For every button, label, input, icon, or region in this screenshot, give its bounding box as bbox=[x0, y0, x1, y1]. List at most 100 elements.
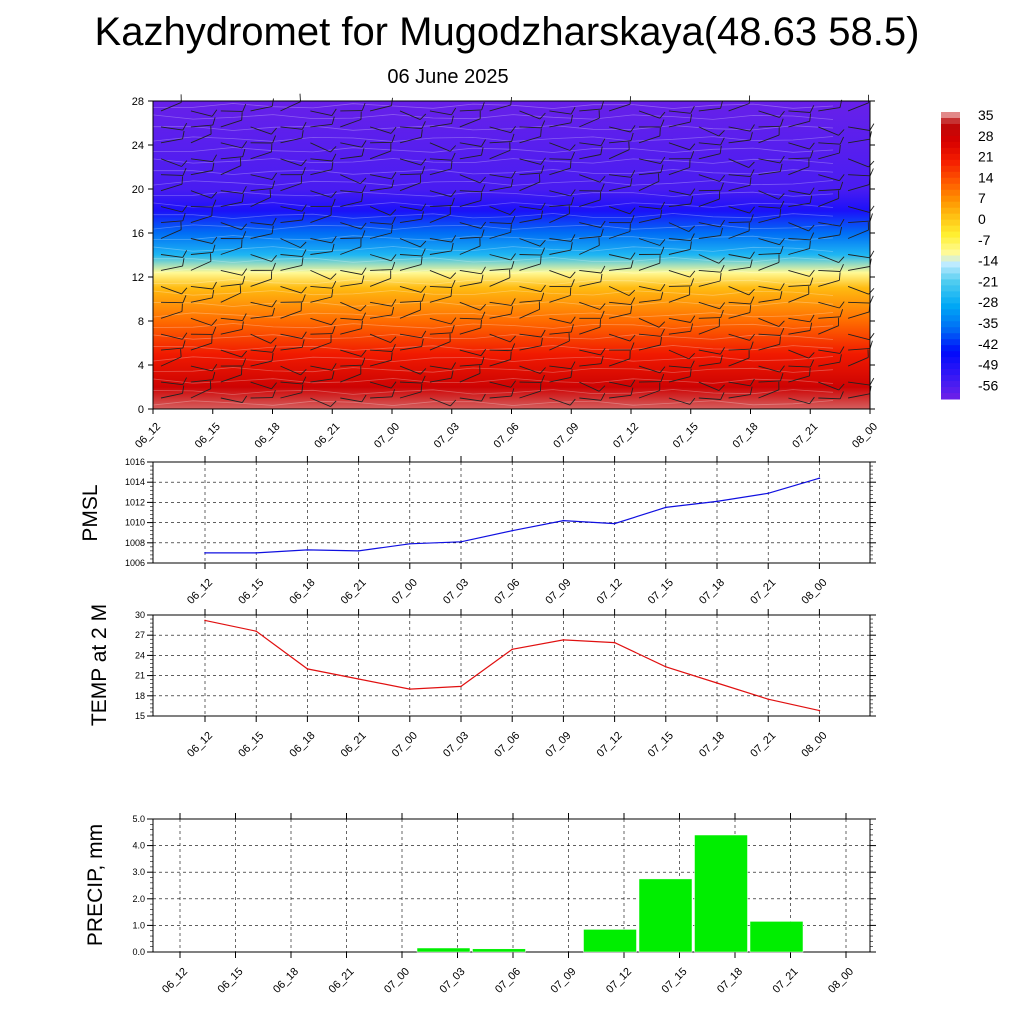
wind-barb-feather bbox=[689, 368, 692, 377]
wind-barb-feather bbox=[809, 240, 811, 249]
wind-barb-feather bbox=[808, 224, 815, 232]
x-tick-label: 07_09 bbox=[549, 966, 579, 996]
wind-barb bbox=[847, 311, 870, 319]
wind-barb-feather bbox=[420, 383, 423, 392]
wind-barb bbox=[519, 181, 540, 192]
wind-barb bbox=[818, 197, 839, 208]
wind-barb bbox=[728, 174, 751, 178]
wind-barb-feather bbox=[481, 229, 485, 238]
wind-barb bbox=[340, 237, 363, 239]
wind-barb-feather bbox=[720, 137, 725, 146]
wind-barb-feather bbox=[301, 257, 304, 266]
wind-barb-feather bbox=[839, 226, 843, 235]
wind-barb-feather bbox=[481, 311, 486, 320]
precip-bar bbox=[416, 947, 471, 953]
wind-barb-feather bbox=[181, 160, 188, 167]
x-tick-label: 06_21 bbox=[312, 421, 342, 451]
x-tick-label: 06_18 bbox=[287, 730, 317, 760]
wind-barb-feather bbox=[630, 178, 633, 187]
wind-barb-feather bbox=[541, 120, 546, 128]
wind-barb-feather bbox=[780, 245, 784, 254]
wind-barb-feather bbox=[509, 208, 516, 215]
wind-barb-feather bbox=[272, 344, 277, 353]
wind-barb-feather bbox=[420, 256, 423, 265]
wind-barb bbox=[668, 190, 691, 196]
wind-barb-feather bbox=[212, 154, 217, 162]
wind-barb-feather bbox=[451, 107, 457, 116]
wind-barb-feather bbox=[510, 351, 512, 360]
wind-barb bbox=[160, 220, 183, 224]
x-tick-label: 07_00 bbox=[390, 577, 420, 607]
wind-barb-feather bbox=[629, 96, 632, 105]
wind-barb bbox=[340, 174, 361, 185]
wind-barb bbox=[848, 126, 870, 131]
wind-barb-feather bbox=[331, 289, 334, 298]
wind-barb bbox=[190, 260, 212, 271]
precip-panel: 0.0 1.0 2.0 3.0 4.0 5.0 bbox=[132, 813, 876, 958]
contour-line bbox=[152, 246, 834, 252]
wind-barb-feather bbox=[211, 236, 218, 244]
wind-barb-feather bbox=[570, 316, 576, 324]
wind-barb-feather bbox=[391, 171, 397, 180]
wind-barb-feather bbox=[420, 158, 427, 166]
wind-barb-feather bbox=[839, 354, 842, 363]
wind-barb bbox=[758, 298, 781, 303]
wind-barb-feather bbox=[242, 313, 247, 321]
wind-barb bbox=[340, 200, 362, 208]
wind-barb-feather bbox=[242, 148, 246, 157]
wind-barb-feather bbox=[779, 336, 781, 345]
wind-barb bbox=[847, 229, 869, 239]
wind-barb bbox=[399, 136, 422, 144]
wind-barb-feather bbox=[570, 361, 576, 369]
wind-barb bbox=[220, 142, 243, 149]
wind-barb bbox=[459, 236, 482, 239]
wind-barb bbox=[370, 222, 393, 225]
wind-barb-feather bbox=[272, 217, 277, 226]
wind-barb-feather bbox=[480, 192, 483, 201]
wind-barb-feather bbox=[271, 255, 277, 262]
wind-barb-feather bbox=[272, 180, 276, 189]
wind-barb-feather bbox=[660, 201, 665, 210]
wind-barb bbox=[698, 142, 721, 146]
wind-barb bbox=[728, 285, 750, 296]
wind-barb bbox=[788, 375, 810, 383]
contour-line bbox=[152, 400, 834, 406]
wind-barb-feather bbox=[690, 278, 695, 287]
y-tick-label: 1.0 bbox=[132, 920, 145, 930]
wind-barb bbox=[280, 126, 303, 130]
wind-barb-feather bbox=[510, 306, 514, 315]
wind-barb bbox=[818, 397, 841, 400]
wind-barb bbox=[608, 231, 631, 239]
colorbar-tick-label: -14 bbox=[978, 253, 998, 269]
wind-barb bbox=[638, 317, 660, 328]
wind-barb bbox=[160, 183, 183, 192]
wind-barb-feather bbox=[450, 160, 453, 170]
colorbar-segment bbox=[941, 123, 960, 131]
wind-barb-feather bbox=[688, 225, 695, 232]
wind-barb bbox=[698, 269, 721, 273]
wind-barb bbox=[429, 205, 452, 208]
wind-barb bbox=[220, 190, 243, 194]
wind-barb bbox=[459, 142, 482, 147]
wind-barb bbox=[489, 254, 512, 261]
temp-point bbox=[716, 682, 718, 684]
wind-barb bbox=[728, 126, 751, 132]
wind-barb bbox=[848, 381, 870, 386]
wind-barb-feather bbox=[450, 317, 457, 325]
wind-barb bbox=[549, 167, 571, 176]
colorbar-segment bbox=[941, 213, 960, 221]
wind-barb-feather bbox=[182, 130, 185, 139]
wind-barb-feather bbox=[242, 103, 247, 112]
wind-barb bbox=[489, 141, 512, 144]
wind-barb bbox=[399, 264, 422, 271]
wind-barb-feather bbox=[212, 326, 217, 335]
colorbar-segment bbox=[941, 147, 960, 155]
x-tick-label: 08_00 bbox=[826, 966, 856, 996]
wind-barb-feather bbox=[719, 302, 726, 310]
colorbar-segment bbox=[941, 231, 960, 239]
wind-barb-feather bbox=[451, 280, 456, 288]
wind-barb-feather bbox=[839, 391, 844, 399]
wind-barbs bbox=[160, 93, 875, 408]
wind-barb bbox=[549, 158, 572, 160]
wind-barb bbox=[579, 222, 601, 229]
